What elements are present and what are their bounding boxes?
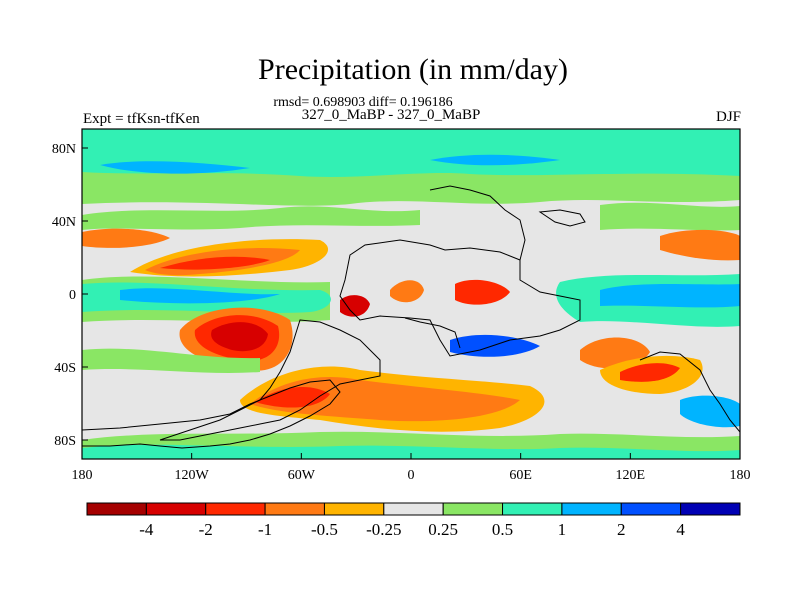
map-title: Precipitation (in mm/day) — [258, 53, 568, 86]
colorbar-swatch — [145, 502, 207, 516]
field-aus-red — [620, 363, 680, 382]
colorbar-label: -0.5 — [311, 520, 338, 539]
field-east-tropics-blue — [600, 284, 740, 308]
colorbar-label: -2 — [199, 520, 213, 539]
colorbar-label: 1 — [558, 520, 567, 539]
field-africa-red — [455, 279, 510, 305]
lat-tick-label: 80N — [52, 142, 76, 157]
lon-tick-label: 120W — [175, 468, 210, 483]
lat-tick-label: 80S — [54, 434, 76, 449]
colorbar-swatch — [323, 502, 385, 516]
lon-tick-label: 120E — [616, 468, 646, 483]
antarctic-shelf-outline — [82, 379, 341, 449]
colorbar-swatch — [680, 502, 741, 516]
colorbar-swatch — [502, 502, 563, 516]
center-label: 327_0_MaBP - 327_0_MaBP — [301, 107, 481, 123]
colorbar-swatch — [561, 502, 622, 516]
lon-tick-marks: 180 120W 60W 0 60E 120E 180 — [72, 453, 751, 483]
field-south-green — [82, 348, 260, 373]
lat-tick-label: 0 — [69, 288, 76, 303]
colorbar-label: 0.5 — [492, 520, 513, 539]
colorbar-label: -4 — [139, 520, 154, 539]
lon-tick-label: 180 — [72, 468, 93, 483]
lon-tick-label: 60E — [509, 468, 532, 483]
field-midlat-green — [82, 206, 420, 230]
afro-eurasia-outline — [339, 239, 581, 357]
asia-inlet-outline — [538, 209, 586, 227]
field-africa-orange-1 — [390, 280, 424, 303]
africa-south-outline — [404, 317, 461, 349]
lat-tick-label: 40N — [52, 215, 76, 230]
field-satl-orange — [250, 377, 520, 422]
colorbar: -4 -2 -1 -0.5 -0.25 0.25 0.5 1 2 4 — [86, 502, 741, 539]
field-north-blue-1 — [100, 161, 250, 174]
lon-tick-label: 60W — [288, 468, 316, 483]
lon-tick-label: 0 — [408, 468, 415, 483]
field-ne-orange — [660, 229, 740, 261]
field-sp-darkred — [211, 322, 268, 352]
colorbar-label: 4 — [676, 520, 685, 539]
colorbar-swatch — [620, 502, 682, 516]
field-north-green — [82, 172, 740, 206]
field-se-blue — [680, 395, 740, 428]
lat-tick-label: 40S — [54, 361, 76, 376]
australia-outline — [639, 351, 740, 433]
lat-tick-marks: 80N 40N 0 40S 80S — [52, 142, 88, 449]
colorbar-swatch — [442, 502, 504, 516]
field-tropics-blue — [120, 288, 280, 304]
field-north-blue-2 — [430, 154, 560, 166]
land-outlines — [82, 185, 740, 449]
experiment-label: Expt = tfKsn-tfKen — [83, 111, 200, 127]
colorbar-swatch — [264, 502, 325, 516]
field-east-green — [600, 202, 740, 231]
stats-text: rmsd= 0.698903 diff= 0.196186 — [273, 95, 453, 110]
field-nw-orange — [82, 228, 170, 248]
colorbar-swatch — [205, 502, 266, 516]
field-pacific-red — [160, 256, 270, 270]
colorbar-label: 0.25 — [428, 520, 458, 539]
season-label: DJF — [715, 109, 741, 125]
map-field — [82, 129, 740, 459]
colorbar-swatch — [383, 502, 444, 516]
field-atlantic-darkred — [340, 295, 370, 317]
lon-tick-label: 180 — [730, 468, 751, 483]
colorbar-label: -0.25 — [366, 520, 401, 539]
colorbar-swatch — [86, 502, 147, 516]
colorbar-label: -1 — [258, 520, 272, 539]
colorbar-label: 2 — [617, 520, 626, 539]
field-southern-ocean-turquoise — [82, 444, 740, 459]
europe-outline — [429, 185, 526, 261]
south-america-outline — [159, 319, 381, 441]
